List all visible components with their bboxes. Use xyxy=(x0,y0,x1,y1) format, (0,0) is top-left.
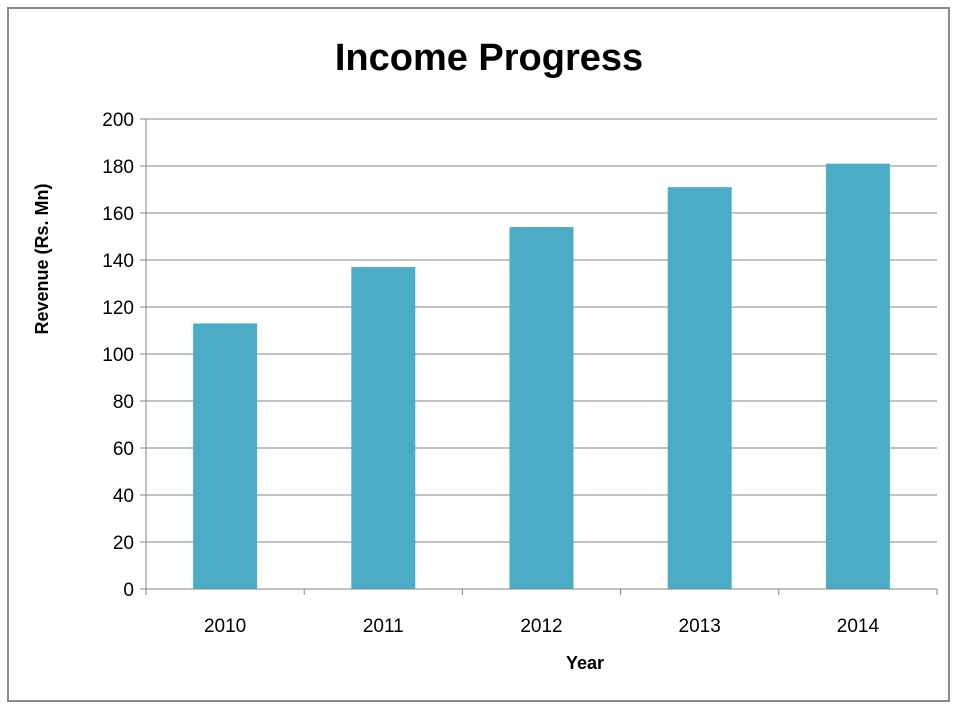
axes xyxy=(145,119,937,590)
x-tick-label: 2010 xyxy=(204,616,246,637)
gridlines xyxy=(146,118,937,543)
x-tick-label: 2011 xyxy=(363,616,404,637)
bars xyxy=(193,163,890,589)
x-tick-label: 2012 xyxy=(520,616,562,637)
bar-2012 xyxy=(509,227,574,589)
y-axis-ticks: 0 20 40 60 80 100 120 140 160 180 200 xyxy=(102,110,146,601)
y-axis-title: Revenue (Rs. Mn) xyxy=(32,183,52,334)
x-tick-label: 2014 xyxy=(837,616,880,637)
x-axis-title: Year xyxy=(566,653,604,673)
chart-title: Income Progress xyxy=(335,37,643,79)
y-tick-label: 40 xyxy=(113,486,134,507)
bar-2013 xyxy=(667,187,732,589)
y-tick-label: 200 xyxy=(102,110,134,131)
y-tick-label: 0 xyxy=(123,580,134,601)
y-tick-label: 180 xyxy=(102,157,134,178)
bar-2014 xyxy=(825,163,890,589)
y-tick-label: 60 xyxy=(113,439,134,460)
y-tick-label: 80 xyxy=(113,392,134,413)
y-tick-label: 20 xyxy=(113,533,134,554)
x-tick-label: 2013 xyxy=(679,616,721,637)
y-tick-label: 160 xyxy=(102,204,134,225)
bar-2011 xyxy=(351,267,416,589)
x-axis-ticks: 2010 2011 2012 2013 2014 xyxy=(145,589,938,637)
y-tick-label: 120 xyxy=(102,298,134,319)
y-tick-label: 140 xyxy=(102,251,134,272)
bar-2010 xyxy=(193,323,258,589)
y-tick-label: 100 xyxy=(102,345,134,366)
